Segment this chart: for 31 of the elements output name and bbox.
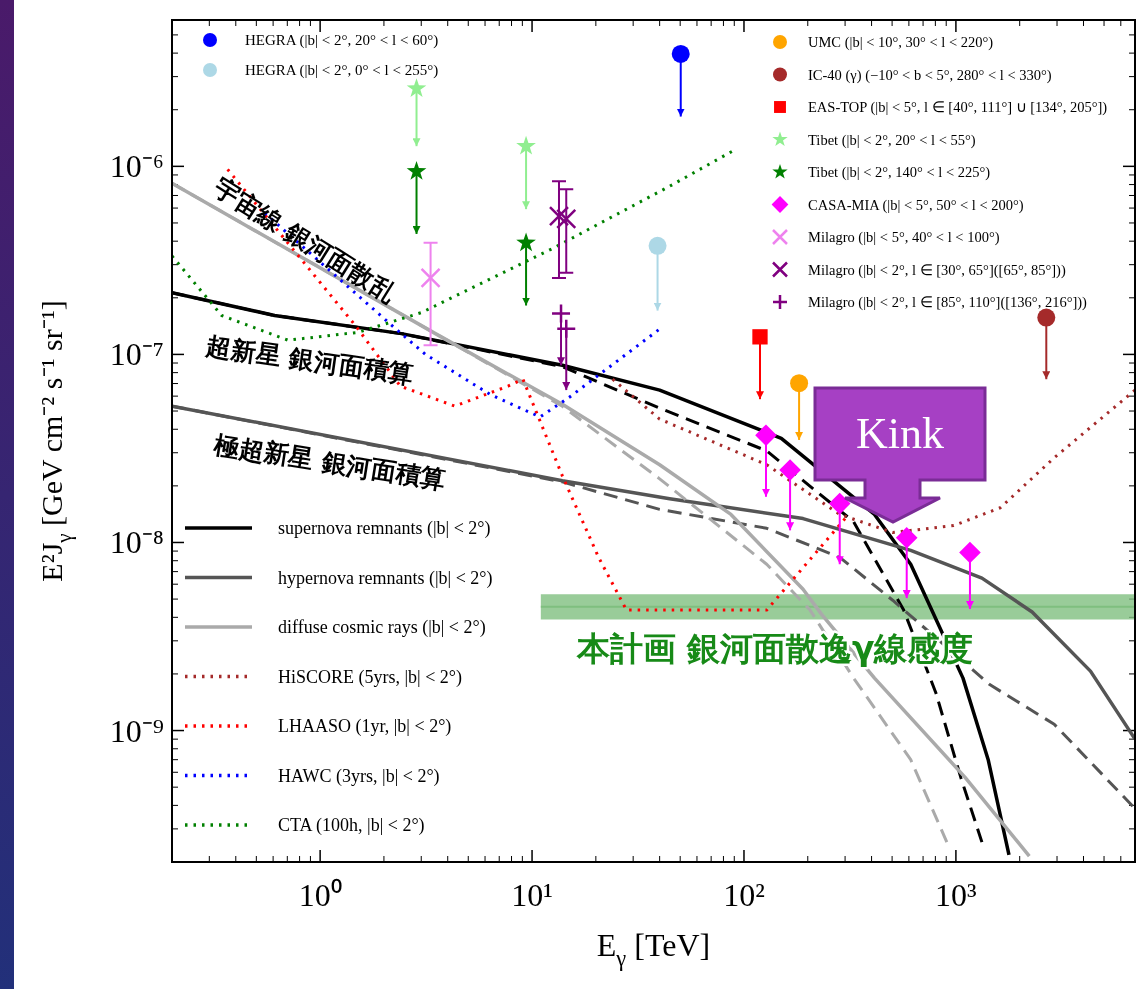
legend-label: HiSCORE (5yrs, |b| < 2°) bbox=[278, 666, 463, 688]
annotation: 極超新星 銀河面積算 bbox=[211, 429, 448, 495]
legend-label: Milagro (|b| < 5°, 40° < l < 100°) bbox=[808, 229, 1000, 246]
legend-label: Tibet (|b| < 2°, 20° < l < 55°) bbox=[808, 131, 976, 149]
legend-label: IC-40 (γ) (−10° < b < 5°, 280° < l < 330°) bbox=[808, 66, 1052, 84]
legend-label: LHAASO (1yr, |b| < 2°) bbox=[278, 716, 452, 737]
y-tick-label: 10⁻⁸ bbox=[109, 524, 164, 561]
x-tick-label: 10² bbox=[723, 877, 765, 913]
legend-label: hypernova remnants (|b| < 2°) bbox=[278, 567, 493, 589]
annotation: 宇宙線 銀河面散乱 bbox=[208, 172, 402, 308]
x-tick-label: 10¹ bbox=[511, 877, 553, 913]
annotation: 超新星 銀河面積算 bbox=[203, 330, 416, 389]
legend-label: Milagro (|b| < 2°, l ∈ [85°, 110°]([136°, 216°])) bbox=[808, 294, 1088, 311]
legend-label: CASA-MIA (|b| < 5°, 50° < l < 200°) bbox=[808, 196, 1024, 214]
legend-label: Tibet (|b| < 2°, 140° < l < 225°) bbox=[808, 164, 991, 181]
legend-label: HAWC (3yrs, |b| < 2°) bbox=[278, 765, 440, 787]
legend-label: diffuse cosmic rays (|b| < 2°) bbox=[278, 617, 486, 638]
y-tick-label: 10⁻⁶ bbox=[109, 148, 164, 185]
annotation: Kink bbox=[856, 409, 944, 458]
legend-label: HEGRA (|b| < 2°, 0° < l < 255°) bbox=[245, 62, 439, 79]
legend-label: HEGRA (|b| < 2°, 20° < l < 60°) bbox=[245, 32, 439, 49]
y-tick-label: 10⁻⁹ bbox=[109, 712, 164, 749]
x-tick-label: 10³ bbox=[935, 877, 977, 913]
x-axis-title: E$_{γ}$ [TeV] bbox=[596, 927, 711, 971]
legend-label: Milagro (|b| < 2°, l ∈ [30°, 65°]([65°, 85°])) bbox=[808, 261, 1066, 279]
x-tick-label: 10⁰ bbox=[298, 877, 342, 913]
legend-label: supernova remnants (|b| < 2°) bbox=[278, 518, 491, 539]
legend-label: UMC (|b| < 10°, 30° < l < 220°) bbox=[808, 34, 994, 51]
legend-label: CTA (100h, |b| < 2°) bbox=[278, 815, 425, 836]
legend-label: EAS-TOP (|b| < 5°, l ∈ [40°, 111°] ∪ [134°, 205°]) bbox=[808, 99, 1108, 116]
y-tick-label: 10⁻⁷ bbox=[109, 336, 164, 373]
